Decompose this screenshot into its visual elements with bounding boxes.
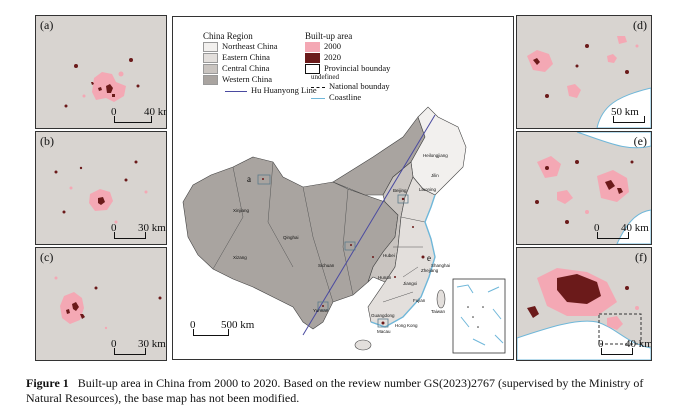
builtup-patches-e	[535, 132, 651, 244]
legend-item-central: Central China	[203, 63, 317, 75]
inset-panel-e: (e) 0 40 km	[516, 131, 652, 245]
panel-label: (d)	[633, 18, 647, 32]
inset-panel-d: (d) 0 50 km	[516, 15, 652, 129]
province-label: Heilongjiang	[423, 153, 448, 158]
province-label: Hunan	[378, 275, 392, 280]
figure-caption-text: Built-up area in China from 2000 to 2020…	[26, 376, 644, 405]
province-label: Xinjiang	[233, 208, 250, 213]
scale-bar: 0 40 km	[598, 338, 651, 358]
province-label: Taiwan	[431, 309, 446, 314]
province-label: Macau	[377, 329, 391, 334]
legend-item-2020: 2020	[305, 52, 390, 64]
builtup-patches-a	[64, 58, 140, 108]
scale-bar: 0 40 km	[594, 222, 649, 242]
region-northeast	[410, 106, 467, 196]
province-label: Beijing	[393, 188, 407, 193]
figure-label: Figure 1	[26, 376, 69, 390]
province-label: Guangdong	[371, 313, 395, 318]
panel-label: (b)	[40, 134, 54, 148]
scale-bar: 0 50 km	[611, 106, 649, 126]
province-label: Qinghai	[283, 235, 299, 240]
hu-huanyong-line	[302, 114, 436, 336]
legend-item-hu-line: Hu Huanyong Line	[225, 85, 317, 96]
legend-item-undefined: undefined	[311, 73, 339, 81]
main-scale-bar: 0 500 km	[190, 317, 273, 339]
province-label: Zhejiang	[421, 268, 439, 273]
panel-label: (a)	[40, 18, 54, 32]
province-label: Jilin	[431, 173, 439, 178]
legend-title-builtup: Built-up area	[305, 31, 353, 41]
china-main-map: a e Heilongjiang Jilin Liaoning Beijing …	[172, 16, 514, 360]
site-label-a: a	[247, 174, 251, 184]
legend-title-regions: China Region	[203, 31, 253, 41]
province-label: Jiangxi	[403, 281, 417, 286]
south-china-sea-inset	[452, 278, 506, 354]
legend-item-coastline: Coastline	[311, 92, 390, 103]
panel-label: (c)	[40, 250, 54, 264]
figure-caption: Figure 1 Built-up area in China from 200…	[26, 376, 676, 406]
legend-item-national: National bounday	[311, 81, 390, 92]
province-label: Xizang	[233, 255, 247, 260]
province-label: Yunnan	[313, 308, 329, 313]
province-label: Hubei	[383, 253, 395, 258]
legend-item-eastern: Eastern China	[203, 52, 317, 64]
legend-item-northeast: Northeast China	[203, 41, 317, 53]
province-label: Sichuan	[318, 263, 335, 268]
panel-label: (e)	[633, 134, 647, 148]
legend-item-western: Western China	[203, 74, 317, 86]
province-label: Liaoning	[419, 187, 437, 192]
china-map-shape: a e Heilongjiang Jilin Liaoning Beijing …	[182, 106, 506, 354]
inset-panel-b: (b) 0 30 km	[35, 131, 167, 245]
inset-panel-c: (c) 0 30 km	[35, 247, 167, 361]
site-label-e: e	[427, 253, 431, 263]
builtup-patches-f	[517, 268, 651, 360]
scale-bar: 0 40 km	[111, 106, 166, 126]
inset-panel-a: (a) 0 40 km	[35, 15, 167, 129]
legend-regions: China Region Northeast China Eastern Chi…	[203, 31, 317, 96]
inset-panel-f: (f) 0 40 km	[516, 247, 652, 361]
scale-bar: 0 30 km	[111, 338, 166, 358]
builtup-patches-d	[527, 36, 651, 128]
province-label: Shanghai	[431, 263, 450, 268]
legend-builtup: Built-up area 2000 2020 Provincial bound…	[305, 31, 390, 103]
scale-bar: 0 30 km	[111, 222, 166, 242]
legend-item-2000: 2000	[305, 41, 390, 53]
builtup-patches-c	[54, 276, 162, 330]
builtup-patches-b	[54, 160, 148, 224]
province-label: Hong Kong	[395, 323, 418, 328]
province-label: Fujian	[413, 298, 426, 303]
legend-item-provincial: Provincial bounday	[305, 63, 390, 75]
panel-label: (f)	[635, 250, 647, 264]
